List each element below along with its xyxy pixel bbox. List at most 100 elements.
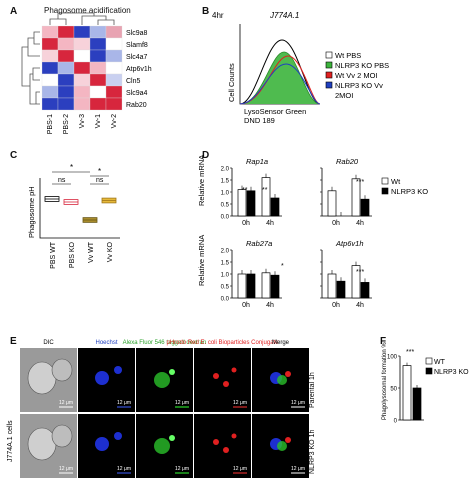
x-tick-label: 0h bbox=[332, 220, 340, 227]
heatmap-row-label: Cln5 bbox=[126, 78, 141, 85]
dendro-branch bbox=[57, 12, 95, 19]
heatmap-cell bbox=[105, 37, 123, 51]
heatmap-cell bbox=[57, 97, 75, 111]
panel-label: B bbox=[202, 6, 210, 17]
heatmap-row-label: Slc9a4 bbox=[126, 90, 148, 97]
heatmap-cell bbox=[57, 85, 75, 99]
bar bbox=[327, 190, 337, 217]
y-tick-label: 1.5 bbox=[221, 261, 230, 267]
panel-d: D Relative mRNA Relative mRNA Rap1a 0.0 0.5 1… bbox=[190, 150, 474, 330]
bioparticle-signal bbox=[285, 437, 291, 443]
nucleus bbox=[95, 371, 109, 385]
y-tick-label: 2.0 bbox=[221, 167, 230, 173]
bar bbox=[336, 280, 346, 299]
sig-label: * bbox=[70, 163, 73, 172]
hist-xlabel: LysoSensor Green bbox=[244, 107, 306, 116]
legend-label: NLRP3 KO bbox=[391, 187, 428, 196]
panel-label: E bbox=[10, 336, 17, 347]
y-tick-label: 0.5 bbox=[221, 203, 230, 209]
x-tick-label: 4h bbox=[356, 302, 364, 309]
heatmap-cell bbox=[73, 37, 91, 51]
hist-ylabel: Cell Counts bbox=[227, 63, 236, 102]
bioparticle-signal bbox=[231, 367, 237, 373]
row-dendrogram bbox=[21, 31, 40, 105]
legend-swatch bbox=[381, 187, 389, 195]
curve-ko-vv bbox=[239, 63, 321, 105]
panel-label: A bbox=[10, 6, 18, 17]
heatmap-cell bbox=[41, 25, 59, 39]
y-tick-label: 0.0 bbox=[221, 297, 230, 303]
heatmap-cell bbox=[105, 61, 123, 75]
legend-label: WT bbox=[434, 359, 446, 366]
panel-label: C bbox=[10, 150, 18, 161]
bar bbox=[351, 178, 361, 217]
dextran-signal bbox=[154, 438, 170, 454]
x-tick-label: 4h bbox=[266, 302, 274, 309]
bar bbox=[360, 198, 370, 217]
heatmap-cell bbox=[105, 85, 123, 99]
qpcr-bar-charts: Relative mRNA Relative mRNA Rap1a 0.0 0.5 1.0… bbox=[197, 155, 428, 309]
panel-a: A Phagosome acidification Slc9a8 Slamf8 Sl… bbox=[0, 0, 160, 140]
panel-label: F bbox=[380, 336, 387, 347]
panel-e: E J774A.1 cells DIC Hoechst Alexa Fluor 546… bbox=[0, 332, 380, 489]
panel-c: C Phagosome pH PBS WT PBS KO Vv WT Vv KO ns ns… bbox=[0, 150, 160, 330]
gene-title: Atp6v1h bbox=[335, 239, 364, 248]
legend-swatch bbox=[325, 71, 333, 79]
heatmap-cell bbox=[89, 85, 107, 99]
sig-label: * bbox=[281, 263, 284, 270]
y-tick-label: 100 bbox=[387, 355, 398, 361]
d-ylabel: Relative mRNA bbox=[197, 235, 206, 286]
gene-title: Rap1a bbox=[246, 157, 268, 166]
x-tick-label: 4h bbox=[356, 220, 364, 227]
legend-label: NLRP3 KO PBS bbox=[335, 61, 389, 70]
heatmap-row-label: Slamf8 bbox=[126, 42, 148, 49]
bar bbox=[327, 273, 337, 299]
scale-bar-label: 12 μm bbox=[59, 466, 73, 472]
box-axes bbox=[39, 178, 120, 239]
row-label: Parental 1h bbox=[309, 372, 316, 408]
cell-shape bbox=[27, 361, 57, 395]
box-category-label: Vv WT bbox=[88, 241, 95, 263]
heatmap-cell bbox=[57, 73, 75, 87]
legend-label: Wt bbox=[391, 177, 401, 186]
heatmap-row-label: Slc9a8 bbox=[126, 30, 148, 37]
panel-f: F 0 50 100 Phagolysosomal formation % *** WT N… bbox=[380, 332, 474, 489]
heatmap-cell bbox=[89, 37, 107, 51]
hist-xlabel: DND 189 bbox=[244, 116, 275, 125]
scale-bar-label: 12 μm bbox=[175, 466, 189, 472]
scale-bar-label: 12 μm bbox=[117, 466, 131, 472]
col-dendrogram bbox=[49, 12, 115, 25]
gene-title: Rab20 bbox=[336, 157, 359, 166]
heatmap-cell bbox=[73, 85, 91, 99]
scale-bar-label: 12 μm bbox=[175, 400, 189, 406]
sig-label: ** bbox=[242, 187, 248, 194]
micrograph bbox=[194, 348, 251, 412]
box-ylabel: Phagosome pH bbox=[27, 186, 36, 238]
bar bbox=[412, 387, 422, 421]
heatmap-cell bbox=[41, 61, 59, 75]
bioparticle-signal bbox=[285, 371, 291, 377]
panel-b: B 4hr J774A.1 Cell Counts LysoSensor Green D… bbox=[190, 0, 474, 140]
legend-swatch bbox=[325, 61, 333, 69]
legend-swatch bbox=[425, 367, 433, 375]
dendro-branch bbox=[81, 15, 107, 25]
bioparticle-signal bbox=[223, 447, 229, 453]
column-header: Merge bbox=[272, 340, 290, 346]
time-label: 4hr bbox=[212, 11, 224, 20]
x-tick-label: 0h bbox=[242, 302, 250, 309]
legend-label: Wt Vv 2 MOI bbox=[335, 71, 378, 80]
sig-label: ** bbox=[262, 187, 268, 194]
heatmap-cell bbox=[41, 49, 59, 63]
heatmap-row-label: Atp6v1h bbox=[126, 66, 152, 73]
histogram: 4hr J774A.1 Cell Counts LysoSensor GreenDND… bbox=[212, 11, 389, 125]
sig-label: ns bbox=[58, 177, 66, 184]
box-category-label: Vv KO bbox=[107, 241, 114, 262]
bar bbox=[270, 274, 280, 299]
heatmap-col-label: PBS-1 bbox=[47, 114, 54, 134]
bar bbox=[270, 197, 280, 217]
y-tick-label: 0.0 bbox=[221, 215, 230, 221]
sig-label: ns bbox=[96, 177, 104, 184]
heatmap-row-label: Slc4a7 bbox=[126, 54, 148, 61]
heatmap-cell bbox=[73, 73, 91, 87]
